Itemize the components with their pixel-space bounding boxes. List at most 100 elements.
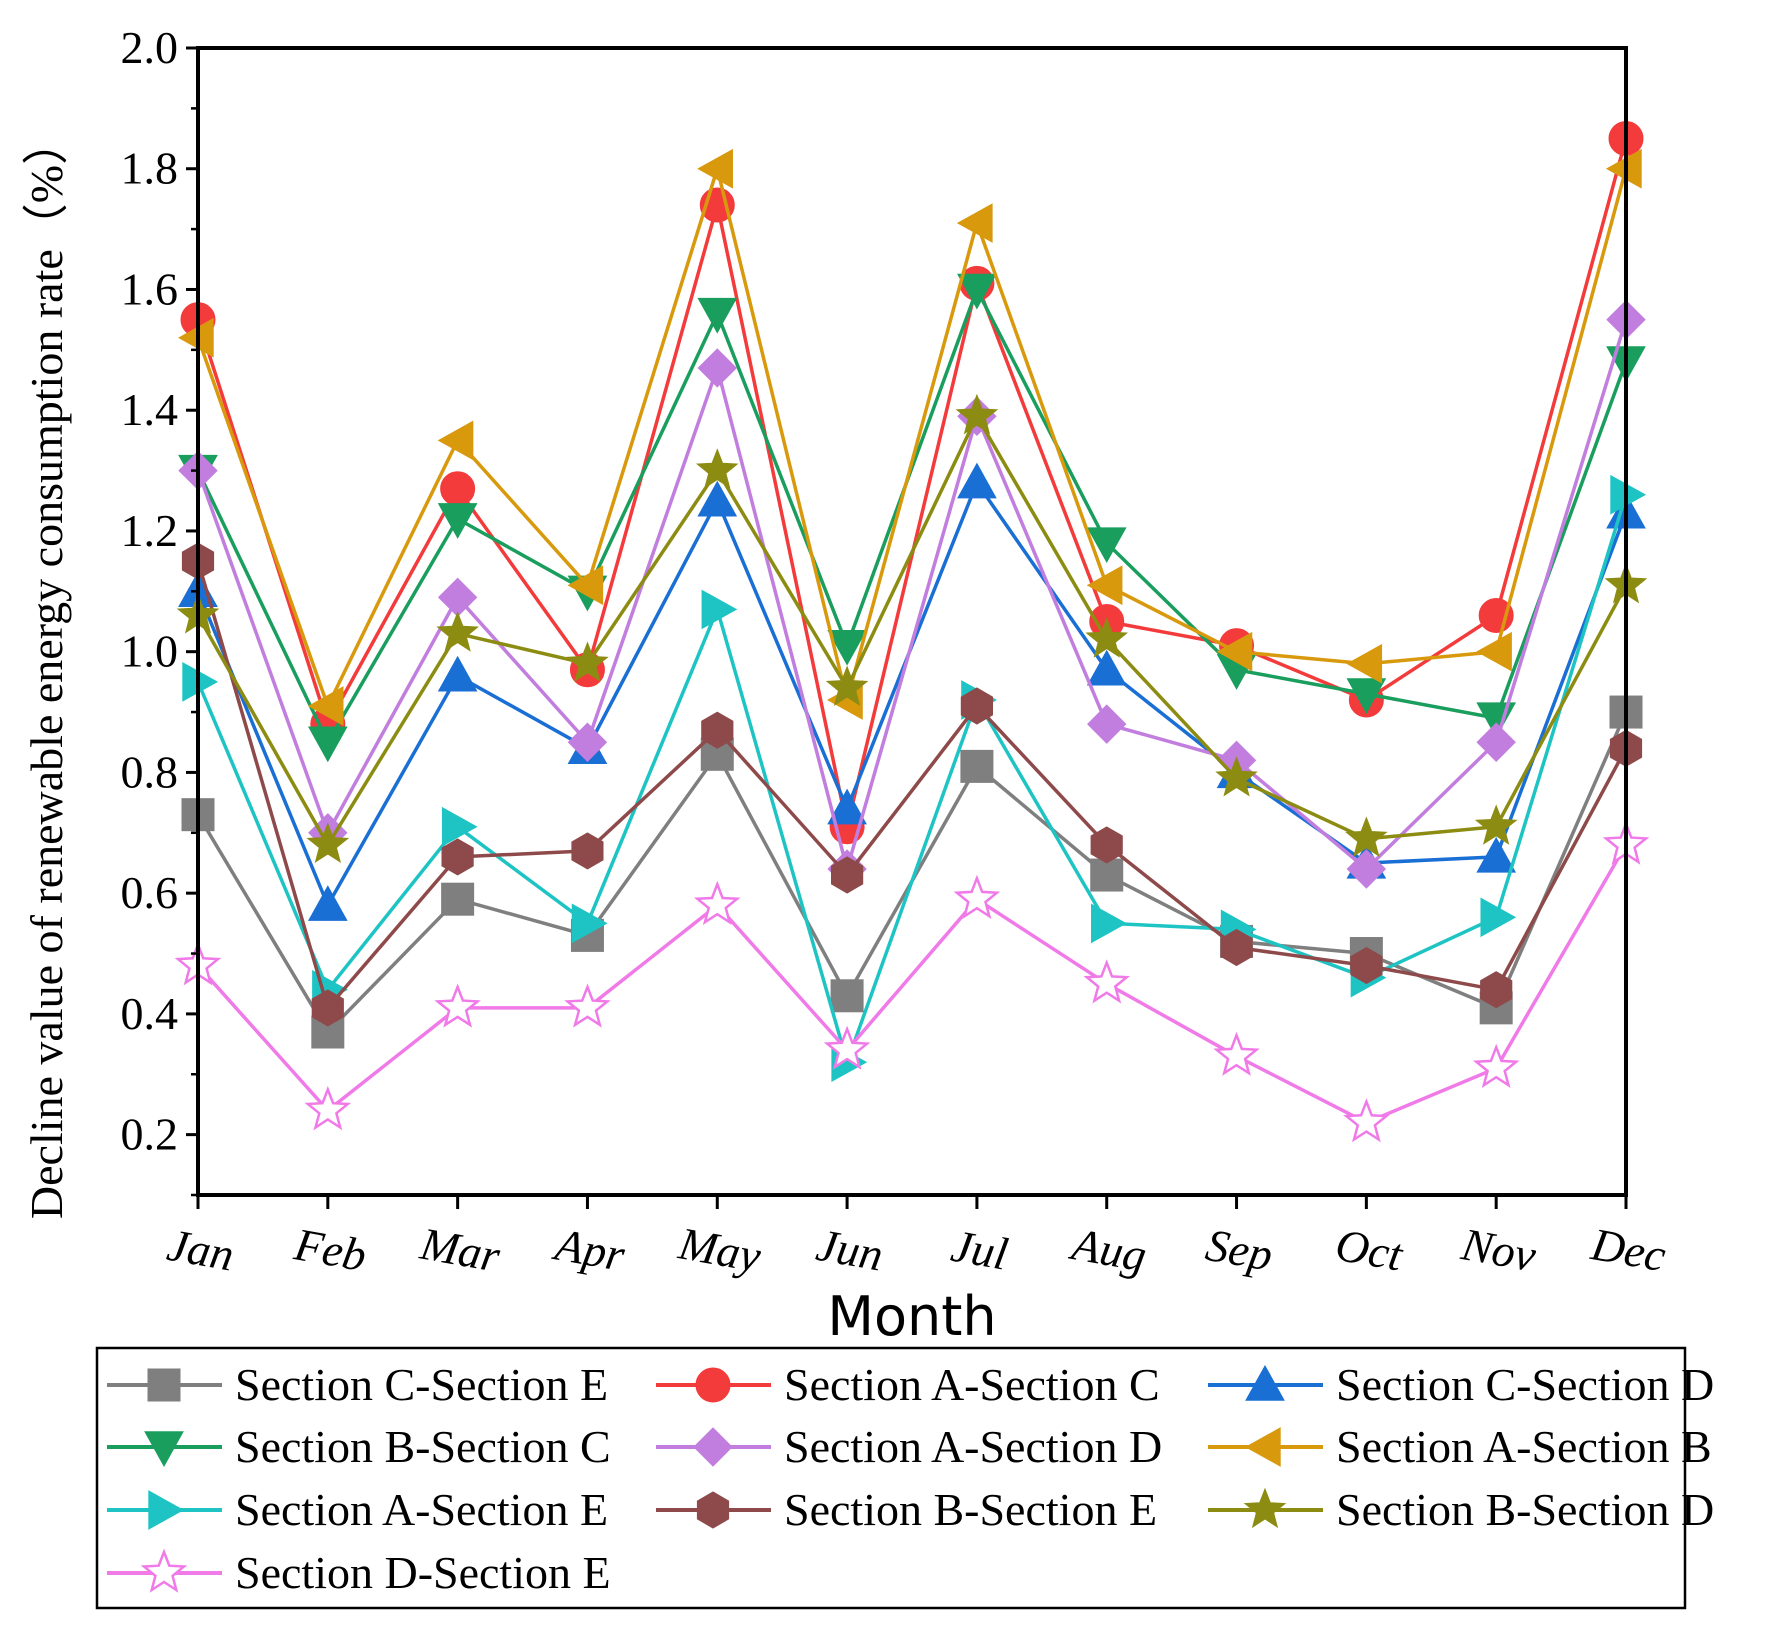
data-point-section-b-section-d <box>1345 816 1388 857</box>
data-point-section-d-section-e <box>1472 1043 1520 1089</box>
series-line-section-a-section-e <box>196 494 1628 1064</box>
data-point-section-b-section-c <box>827 629 867 666</box>
data-point-section-d-section-e <box>1343 1098 1390 1143</box>
data-point-section-b-section-e <box>960 687 993 725</box>
series-line-section-b-section-c <box>196 287 1628 744</box>
legend-label: Section A-Section C <box>784 1359 1160 1410</box>
y-tick-label: 0.4 <box>121 988 179 1039</box>
legend-label: Section D-Section E <box>235 1547 611 1598</box>
y-tick-label: 1.0 <box>121 626 179 677</box>
data-point-section-d-section-e <box>434 983 481 1028</box>
legend-label: Section B-Section E <box>784 1484 1157 1535</box>
legend-item-section-a-section-d: Section A-Section D <box>656 1421 1162 1472</box>
data-point-section-a-section-e <box>1091 903 1127 944</box>
legend-label: Section B-Section D <box>1336 1484 1714 1535</box>
series-line-section-c-section-e <box>196 711 1628 1034</box>
y-axis-label: Decline value of renewable energy consum… <box>21 119 72 1219</box>
data-point-section-a-section-e <box>441 806 478 847</box>
legend-item-section-b-section-d: Section B-Section D <box>1208 1484 1714 1535</box>
data-point-section-a-section-b <box>956 203 993 243</box>
data-point-section-a-section-d <box>567 722 608 762</box>
series-line-section-b-section-e <box>196 560 1628 1010</box>
data-point-section-b-section-e <box>701 711 734 749</box>
data-point-section-b-section-d <box>1215 756 1258 797</box>
legend-marker <box>695 1367 731 1403</box>
data-point-section-c-section-d <box>307 885 348 921</box>
series-section-c-section-d <box>178 462 1646 921</box>
legend-label: Section A-Section D <box>784 1421 1162 1472</box>
legend-marker <box>1245 1364 1285 1401</box>
data-point-section-d-section-e <box>1083 959 1130 1004</box>
data-point-section-b-section-c <box>1346 678 1387 714</box>
data-point-section-b-section-d <box>825 665 869 707</box>
legend-marker <box>144 1431 184 1468</box>
data-point-section-a-section-b <box>1216 631 1253 672</box>
data-point-section-c-section-e <box>960 749 994 783</box>
data-point-section-b-section-d <box>306 822 350 864</box>
x-tick-label: Jan <box>164 1219 238 1281</box>
legend-label: Section C-Section D <box>1336 1359 1714 1410</box>
data-point-section-a-section-b <box>437 420 474 461</box>
data-point-section-a-section-d <box>1476 722 1516 762</box>
data-point-section-a-section-b <box>307 686 344 726</box>
data-point-section-d-section-e <box>1213 1031 1260 1076</box>
data-point-section-a-section-d <box>1346 849 1387 889</box>
data-point-section-d-section-e <box>953 874 1001 920</box>
x-tick-label: Jul <box>947 1220 1011 1280</box>
legend-marker <box>148 1490 185 1530</box>
series-line-section-a-section-c <box>196 138 1628 829</box>
x-tick-label: Apr <box>549 1218 630 1281</box>
y-tick-label: 0.8 <box>121 746 179 797</box>
data-point-section-a-section-d <box>1087 704 1127 744</box>
legend-label: Section A-Section B <box>1336 1421 1712 1472</box>
legend-marker <box>696 1491 730 1529</box>
data-point-section-a-section-b <box>697 148 733 189</box>
data-point-section-b-section-d <box>1474 804 1518 845</box>
data-point-section-a-section-b <box>567 565 604 606</box>
data-point-section-b-section-e <box>1480 971 1513 1009</box>
x-tick-label: Oct <box>1332 1219 1407 1281</box>
series-line-section-a-section-b <box>196 166 1628 708</box>
y-tick-label: 1.2 <box>121 505 179 556</box>
series-section-d-section-e <box>174 820 1650 1143</box>
x-tick-label: Feb <box>290 1218 370 1281</box>
data-point-section-c-section-d <box>827 788 867 825</box>
data-point-section-b-section-e <box>1090 826 1123 864</box>
legend-label: Section A-Section E <box>235 1484 608 1535</box>
data-point-section-b-section-d <box>1085 617 1129 658</box>
data-point-section-b-section-e <box>441 838 474 876</box>
y-tick-label: 2.0 <box>121 22 179 73</box>
data-point-section-c-section-d <box>957 462 997 499</box>
legend-item-section-d-section-e: Section D-Section E <box>107 1547 611 1598</box>
series-section-a-section-e <box>182 474 1647 1083</box>
legend-marker <box>1244 1427 1281 1467</box>
legend-item-section-c-section-d: Section C-Section D <box>1208 1359 1714 1410</box>
legend-item-section-a-section-c: Section A-Section C <box>656 1359 1160 1410</box>
data-point-section-b-section-e <box>571 832 604 870</box>
data-point-section-a-section-e <box>701 589 738 630</box>
data-point-section-a-section-b <box>1476 631 1512 672</box>
series-section-b-section-c <box>178 273 1646 763</box>
legend-frame <box>95 1346 1687 1610</box>
y-tick-label: 1.4 <box>121 384 179 435</box>
y-axis: 0.2 0.4 0.6 0.8 1.0 1.2 1.4 1.6 1.8 2.0 <box>121 22 198 1197</box>
x-tick-label: Sep <box>1202 1219 1276 1281</box>
data-point-section-b-section-d <box>566 641 609 682</box>
legend-marker <box>693 1427 733 1467</box>
plot-frame <box>196 46 1628 1197</box>
data-point-section-b-section-e <box>311 989 344 1027</box>
x-tick-label: Aug <box>1066 1218 1151 1282</box>
legend-marker <box>1243 1487 1287 1529</box>
series-line-section-d-section-e <box>196 844 1628 1125</box>
data-point-section-c-section-e <box>1090 858 1124 892</box>
data-point-section-c-section-e <box>830 979 864 1013</box>
data-point-section-c-section-d <box>1476 836 1517 873</box>
data-point-section-b-section-e <box>831 856 864 894</box>
data-point-section-d-section-e <box>693 880 741 926</box>
data-point-section-b-section-d <box>436 611 479 652</box>
data-point-section-d-section-e <box>564 983 611 1028</box>
data-point-section-c-section-e <box>441 882 475 916</box>
data-point-section-a-section-e <box>571 903 608 944</box>
data-point-section-a-section-b <box>1346 643 1383 684</box>
